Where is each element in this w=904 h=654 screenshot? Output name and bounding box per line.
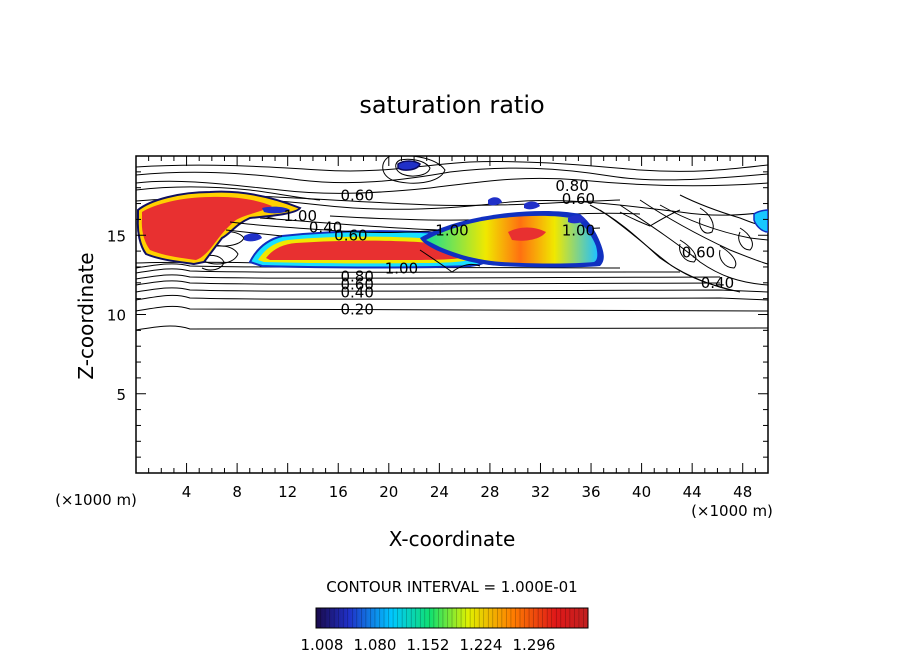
x-tick-label: 24 <box>430 483 449 501</box>
x-tick-label: 4 <box>182 483 192 501</box>
cloud-shading <box>136 160 768 269</box>
contour-label: 1.00 <box>385 260 418 278</box>
x-tick-label: 20 <box>379 483 398 501</box>
contour-label: 0.60 <box>340 275 373 293</box>
contour-label: 1.00 <box>435 221 468 239</box>
colorbar-tick-labels: 1.008 1.080 1.152 1.224 1.296 <box>301 636 556 654</box>
contour-field: 0.200.400.600.80 1.000.600.401.000.601.00… <box>136 156 768 331</box>
region-small-blue-1 <box>262 206 290 214</box>
x-tick-label: 36 <box>581 483 600 501</box>
colorbar-tick-label: 1.008 <box>301 636 344 654</box>
contour-label: 0.20 <box>340 301 373 319</box>
x-axis-label: X-coordinate <box>389 527 516 551</box>
region-small-blue-4 <box>524 201 540 210</box>
contour-label: 0.40 <box>309 218 342 236</box>
x-axis-ticks: 4 8 12 16 20 24 28 32 36 40 44 48 <box>148 156 756 501</box>
contour-label: 0.40 <box>340 283 373 301</box>
contour-labels: 0.200.400.600.80 1.000.600.401.000.601.00… <box>284 177 735 319</box>
region-small-blue-3 <box>488 197 502 206</box>
region-right-edge <box>753 209 768 233</box>
colorbar: 1.008 1.080 1.152 1.224 1.296 <box>301 607 589 654</box>
x-tick-label: 28 <box>480 483 499 501</box>
chart-title: saturation ratio <box>359 91 544 119</box>
colorbar-tick-label: 1.152 <box>407 636 450 654</box>
contour-label: 1.00 <box>284 207 317 225</box>
x-tick-label: 8 <box>232 483 242 501</box>
contour-label: 1.00 <box>562 221 595 239</box>
region-left-core <box>141 196 272 260</box>
x-tick-label: 12 <box>278 483 297 501</box>
x-unit-label: (×1000 m) <box>691 502 773 520</box>
x-tick-label: 32 <box>531 483 550 501</box>
y-tick-label: 15 <box>107 227 126 245</box>
colorbar-gradient <box>315 607 589 629</box>
y-tick-label: 5 <box>116 386 126 404</box>
region-small-blue-5 <box>568 215 586 224</box>
contour-label: 0.60 <box>340 187 373 205</box>
contour-label: 0.60 <box>334 226 367 244</box>
x-tick-label: 40 <box>632 483 651 501</box>
contour-label: 0.40 <box>701 274 734 292</box>
region-center-core <box>266 240 466 260</box>
colorbar-tick-label: 1.224 <box>460 636 503 654</box>
colorbar-tick-label: 1.296 <box>513 636 556 654</box>
y-tick-label: 10 <box>107 307 126 325</box>
region-right-fill <box>426 215 598 264</box>
colorbar-tick-label: 1.080 <box>354 636 397 654</box>
contour-lines-mid <box>225 221 481 273</box>
x-tick-label: 44 <box>683 483 702 501</box>
y-axis-label: Z-coordinate <box>74 252 98 379</box>
contour-label: 0.60 <box>562 190 595 208</box>
x-tick-label: 16 <box>329 483 348 501</box>
region-right-redspot <box>508 227 546 241</box>
contour-label: 0.80 <box>555 177 588 195</box>
region-top-cell <box>397 160 421 171</box>
contour-interval-text: CONTOUR INTERVAL = 1.000E-01 <box>326 578 577 596</box>
z-unit-label: (×1000 m) <box>55 491 137 509</box>
x-tick-label: 48 <box>733 483 752 501</box>
contour-label: 0.60 <box>682 244 715 262</box>
contour-label: 0.80 <box>340 267 373 285</box>
region-small-blue-2 <box>244 233 262 242</box>
y-axis-ticks: 5 10 15 <box>107 171 768 458</box>
colorbar-stripes <box>320 608 584 628</box>
